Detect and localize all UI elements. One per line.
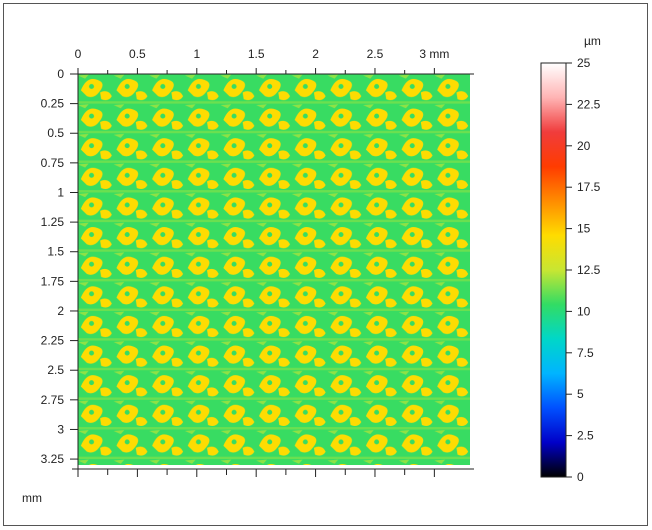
y-tick-label: 1 bbox=[57, 185, 64, 199]
x-tick-label: 1.5 bbox=[248, 47, 265, 61]
colorbar-tick-label: 22.5 bbox=[577, 97, 601, 111]
y-axis: 0 0.25 0.5 0.75 1 1.25 1.5 1.75 2 2.25 2.5 2.75 3 3.2… bbox=[41, 67, 79, 469]
x-tick-label: 3 mm bbox=[419, 47, 449, 61]
y-tick-label: 0.75 bbox=[41, 156, 65, 170]
colorbar-tick-label: 20 bbox=[577, 139, 591, 153]
x-tick-label: 0.5 bbox=[129, 47, 146, 61]
x-tick-label: 2 bbox=[312, 47, 319, 61]
colorbar-tick-label: 10 bbox=[577, 304, 591, 318]
x-tick-label: 1 bbox=[193, 47, 200, 61]
y-tick-label: 2.5 bbox=[47, 363, 64, 377]
colorbar-tick-label: 25 bbox=[577, 56, 591, 70]
plot-area bbox=[78, 74, 470, 465]
y-tick-label: 0 bbox=[57, 67, 64, 81]
colorbar: 0 2.5 5 7.5 10 12.5 15 17.5 20 22.5 25 bbox=[540, 56, 601, 484]
y-tick-label: 1.25 bbox=[41, 215, 65, 229]
x-tick-label: 2.5 bbox=[367, 47, 384, 61]
colorbar-tick-label: 2.5 bbox=[577, 429, 594, 443]
colorbar-gradient bbox=[540, 62, 567, 478]
y-tick-label: 1.5 bbox=[47, 245, 64, 259]
colorbar-tick-label: 12.5 bbox=[577, 263, 601, 277]
y-tick-label: 2.75 bbox=[41, 393, 65, 407]
x-tick-label: 0 bbox=[75, 47, 82, 61]
y-tick-label: 3.25 bbox=[41, 452, 65, 466]
y-tick-label: 0.25 bbox=[41, 97, 65, 111]
colorbar-tick-label: 0 bbox=[577, 470, 584, 484]
y-tick-label: 3 bbox=[57, 422, 64, 436]
surface-texture bbox=[78, 74, 470, 465]
colorbar-tick-label: 15 bbox=[577, 222, 591, 236]
colorbar-tick-label: 7.5 bbox=[577, 346, 594, 360]
y-tick-label: 0.5 bbox=[47, 126, 64, 140]
x-axis: 0 0.5 1 1.5 2 2.5 3 mm bbox=[72, 47, 474, 477]
y-tick-label: 2.25 bbox=[41, 334, 65, 348]
y-axis-unit-label: mm bbox=[22, 491, 42, 505]
y-tick-label: 2 bbox=[57, 304, 64, 318]
colorbar-tick-label: 17.5 bbox=[577, 180, 601, 194]
y-tick-label: 1.75 bbox=[41, 274, 65, 288]
colorbar-unit-label: µm bbox=[584, 34, 601, 48]
colorbar-tick-label: 5 bbox=[577, 387, 584, 401]
